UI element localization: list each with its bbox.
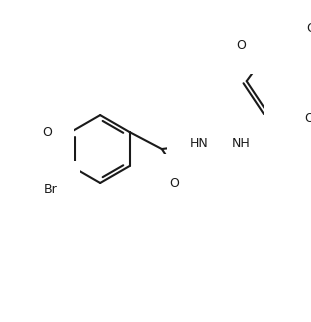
Text: NH: NH <box>232 137 251 150</box>
Text: HN: HN <box>190 137 209 150</box>
Text: O: O <box>42 126 52 138</box>
Text: O: O <box>237 39 247 52</box>
Text: O: O <box>169 176 179 190</box>
Text: O: O <box>304 112 311 125</box>
Text: O: O <box>306 22 311 35</box>
Text: Br: Br <box>44 183 57 196</box>
